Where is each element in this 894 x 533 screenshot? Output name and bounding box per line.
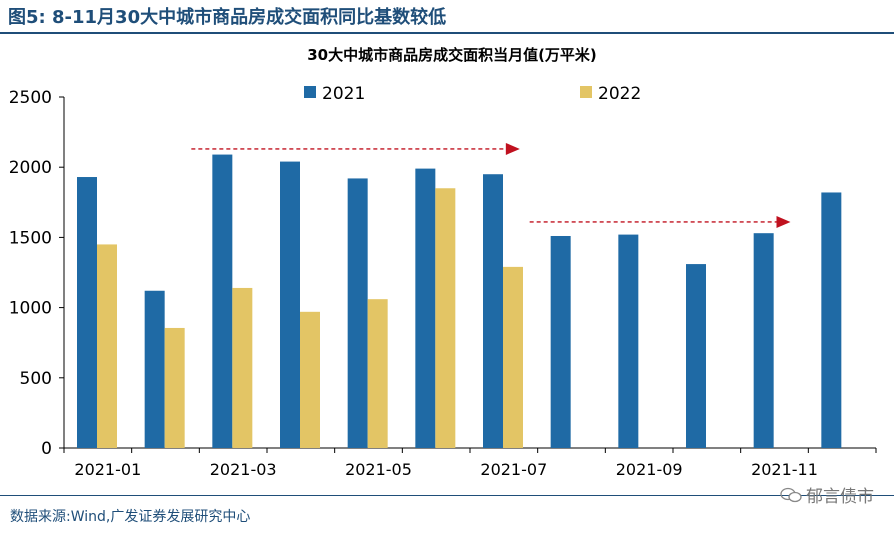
x-tick-label: 2021-03 — [210, 460, 277, 479]
bar-2022-2021-07 — [503, 266, 523, 448]
x-tick-label: 2021-11 — [751, 460, 818, 479]
watermark-text: 郁言债市 — [806, 487, 874, 507]
bar-2021-2021-03 — [212, 154, 233, 448]
bar-2022-2021-01 — [97, 244, 117, 448]
x-tick-label: 2021-07 — [480, 460, 547, 479]
top-rule — [0, 32, 894, 34]
bar-2021-2021-02 — [144, 290, 165, 448]
figure-title-text: 8-11月30大中城市商品房成交面积同比基数较低 — [52, 7, 447, 28]
bottom-rule — [0, 495, 894, 496]
trend-arrow-head-1 — [505, 142, 520, 155]
bar-2022-2021-06 — [435, 188, 456, 448]
bar-2021-2021-01 — [77, 177, 97, 448]
chart-title: 30大中城市商品房成交面积当月值(万平米) — [307, 46, 597, 64]
bar-2021-2021-12 — [821, 192, 842, 448]
legend-swatch-2022 — [580, 86, 592, 98]
bar-2022-2021-04 — [300, 311, 320, 448]
x-tick-label: 2021-05 — [345, 460, 412, 479]
bar-2022-2021-03 — [232, 287, 253, 448]
figure-label: 图5: — [8, 7, 46, 28]
legend: 2021 2022 — [304, 84, 641, 104]
bar-2021-2021-05 — [347, 178, 368, 448]
legend-label-2021: 2021 — [322, 84, 365, 104]
plot-area: 0 500 1000 1500 2000 2500 2021-01 2021-03 2021-0… — [9, 88, 877, 479]
bar-2022-2021-02 — [164, 327, 185, 448]
bar-2021-2021-06 — [415, 168, 436, 448]
x-tick-label: 2021-01 — [74, 460, 141, 479]
wechat-icon — [780, 487, 802, 502]
trend-arrow-head-2 — [776, 215, 791, 228]
y-tick-label: 1500 — [9, 228, 52, 248]
x-tick-label: 2021-09 — [616, 460, 683, 479]
bar-2021-2021-10 — [686, 264, 706, 448]
figure-title: 图5: 8-11月30大中城市商品房成交面积同比基数较低 — [8, 3, 446, 29]
bar-2021-2021-08 — [550, 235, 571, 448]
y-tick-label: 2000 — [9, 158, 52, 178]
bar-2022-2021-05 — [367, 299, 388, 448]
y-tick-label: 500 — [20, 369, 52, 389]
legend-label-2022: 2022 — [598, 84, 641, 104]
bar-2021-2021-09 — [618, 234, 639, 448]
legend-swatch-2021 — [304, 86, 316, 98]
y-tick-label: 2500 — [9, 88, 52, 108]
y-tick-label: 1000 — [9, 299, 52, 319]
bar-2021-2021-04 — [280, 161, 300, 449]
bar-2021-2021-07 — [483, 174, 503, 448]
source-note: 数据来源:Wind,广发证券发展研究中心 — [10, 509, 251, 525]
watermark: 郁言债市 — [780, 482, 874, 507]
bar-2021-2021-11 — [753, 233, 774, 448]
y-tick-label: 0 — [41, 439, 52, 459]
